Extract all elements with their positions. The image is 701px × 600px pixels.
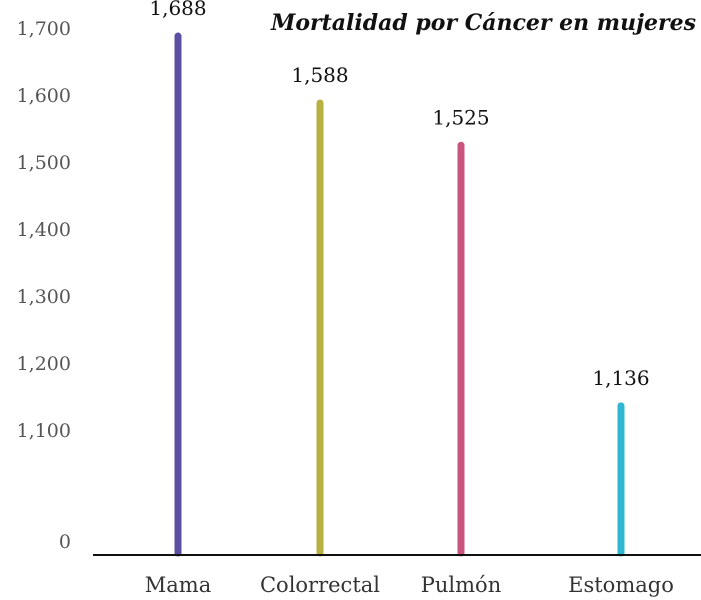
bar-series — [174, 32, 625, 557]
x-category-label: Mama — [145, 573, 211, 597]
bar-value-label: 1,588 — [291, 63, 348, 87]
chart-title-group: Mortalidad por Cáncer en mujeres — [270, 10, 696, 36]
bar-value-labels: 1,688 1,588 1,525 1,136 — [149, 0, 649, 390]
x-axis-category-labels: Mama Colorrectal Pulmón Estomago — [145, 573, 674, 597]
bar-value-label: 1,136 — [592, 366, 649, 390]
x-category-label: Pulmón — [421, 573, 501, 597]
y-tick-label: 1,500 — [17, 152, 71, 174]
bar-value-label: 1,525 — [432, 105, 489, 129]
chart-title: Mortalidad por Cáncer en mujeres — [270, 10, 696, 36]
y-tick-label: 1,700 — [17, 18, 71, 40]
y-tick-label: 0 — [59, 531, 71, 553]
y-tick-label: 1,300 — [17, 286, 71, 308]
y-tick-label: 1,200 — [17, 353, 71, 375]
y-tick-label: 1,400 — [17, 219, 71, 241]
y-axis-tick-labels: 0 1,100 1,200 1,300 1,400 1,500 1,600 1,700 — [17, 18, 71, 553]
y-tick-label: 1,100 — [17, 420, 71, 442]
x-category-label: Estomago — [568, 573, 674, 597]
bar-value-label: 1,688 — [149, 0, 206, 20]
x-category-label: Colorrectal — [260, 573, 380, 597]
y-tick-label: 1,600 — [17, 85, 71, 107]
